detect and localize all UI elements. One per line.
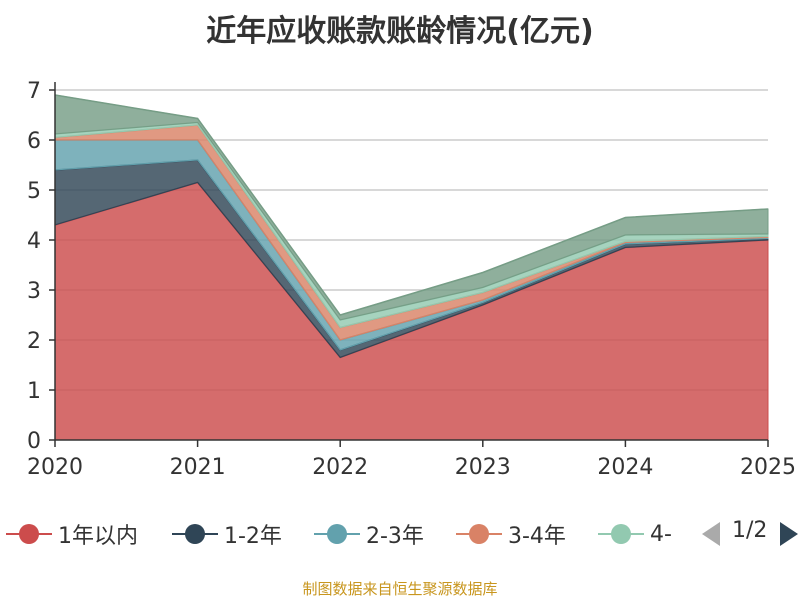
legend-swatch-4 bbox=[456, 524, 502, 544]
legend-swatch-2 bbox=[172, 524, 218, 544]
y-tick-label: 1 bbox=[27, 379, 41, 404]
legend-swatch-3 bbox=[314, 524, 360, 544]
legend-swatch-5 bbox=[598, 524, 644, 544]
y-tick-label: 0 bbox=[27, 429, 41, 454]
chart-area: 0 1 2 3 4 5 6 7 2020 2021 2022 2023 2024 2025 bbox=[27, 79, 796, 480]
legend-item-2[interactable]: 1-2年 bbox=[172, 516, 282, 552]
x-tick-label: 2025 bbox=[740, 455, 796, 480]
chart-title: 近年应收账款账龄情况(亿元) bbox=[206, 14, 594, 49]
y-tick-label: 2 bbox=[27, 329, 41, 354]
legend-item-5[interactable]: 4- bbox=[598, 516, 672, 552]
legend-label-1: 1年以内 bbox=[58, 524, 138, 549]
legend-item-3[interactable]: 2-3年 bbox=[314, 516, 424, 552]
x-tick-label: 2020 bbox=[27, 455, 83, 480]
legend-swatch-1 bbox=[6, 524, 52, 544]
y-tick-label: 6 bbox=[27, 129, 41, 154]
y-tick-label: 7 bbox=[27, 79, 41, 104]
x-tick-label: 2024 bbox=[597, 455, 653, 480]
y-tick-label: 4 bbox=[27, 229, 41, 254]
legend-label-2: 1-2年 bbox=[224, 524, 282, 549]
legend-label-5: 4- bbox=[650, 521, 672, 547]
y-tick-label: 3 bbox=[27, 279, 41, 304]
triangle-right-icon[interactable] bbox=[778, 521, 800, 547]
triangle-left-icon[interactable] bbox=[700, 521, 722, 547]
legend-label-3: 2-3年 bbox=[366, 524, 424, 549]
legend-page-indicator: 1/2 bbox=[732, 518, 768, 543]
axes: 0 1 2 3 4 5 6 7 2020 2021 2022 2023 2024 2025 bbox=[27, 79, 796, 480]
legend: 1年以内 1-2年 2-3年 3-4年 4- 1/2 bbox=[0, 516, 800, 552]
data-source-note: 制图数据来自恒生聚源数据库 bbox=[302, 580, 498, 598]
line-series-6 bbox=[54, 94, 769, 316]
legend-item-4[interactable]: 3-4年 bbox=[456, 516, 566, 552]
x-tick-label: 2021 bbox=[170, 455, 226, 480]
legend-item-1[interactable]: 1年以内 bbox=[6, 516, 138, 552]
y-tick-label: 5 bbox=[27, 179, 41, 204]
x-tick-label: 2022 bbox=[312, 455, 368, 480]
series-areas bbox=[54, 94, 769, 441]
legend-label-4: 3-4年 bbox=[508, 524, 566, 549]
x-tick-label: 2023 bbox=[455, 455, 511, 480]
